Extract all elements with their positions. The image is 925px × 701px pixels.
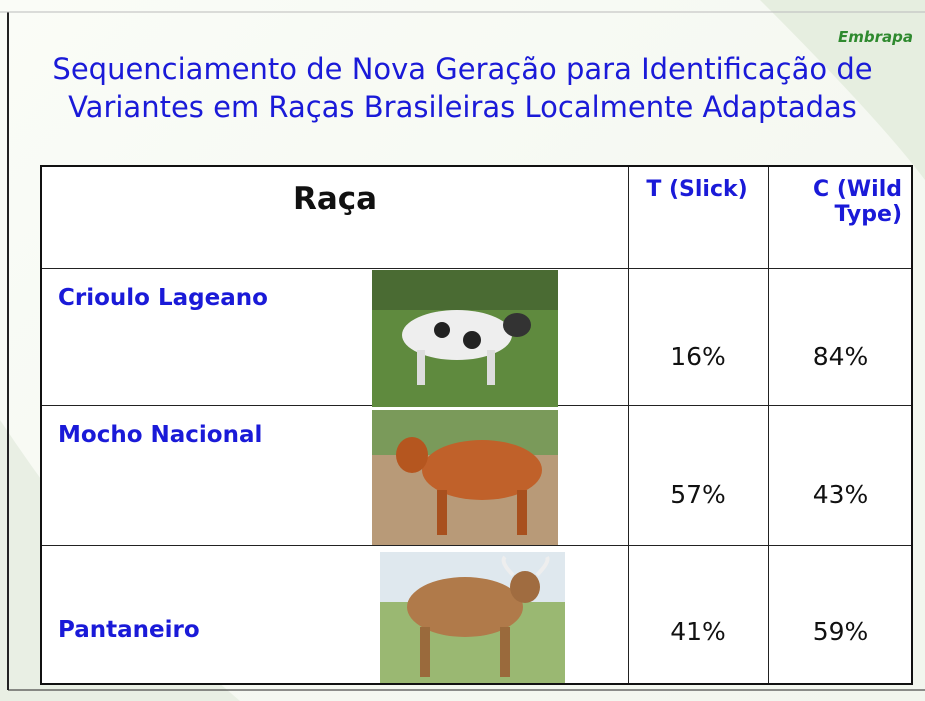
- title-line: Variantes em Raças Brasileiras Localment…: [68, 90, 857, 124]
- column-header: T (Slick): [646, 177, 748, 202]
- cell: 57%: [670, 480, 726, 509]
- column-header: Raça: [292, 181, 378, 217]
- column-header: C (Wild Type): [813, 177, 902, 227]
- breed-name: Pantaneiro: [58, 617, 200, 643]
- cell: 41%: [670, 617, 726, 646]
- title-line: Sequenciamento de Nova Geração para Iden…: [52, 52, 873, 86]
- breed-name: Mocho Nacional: [58, 422, 263, 448]
- breed-name: Crioulo Lageano: [58, 285, 268, 311]
- cell: 16%: [670, 342, 726, 371]
- cell: 59%: [812, 617, 869, 646]
- cell: 43%: [812, 480, 869, 509]
- breed-photo: [372, 410, 558, 545]
- breed-photo: [375, 547, 570, 683]
- logo: Embrapa: [838, 28, 913, 46]
- cell: 84%: [812, 342, 869, 371]
- breed-photo: [372, 270, 558, 407]
- table: Raça T (Slick) C (Wild Type) Crioulo Lag…: [40, 165, 913, 685]
